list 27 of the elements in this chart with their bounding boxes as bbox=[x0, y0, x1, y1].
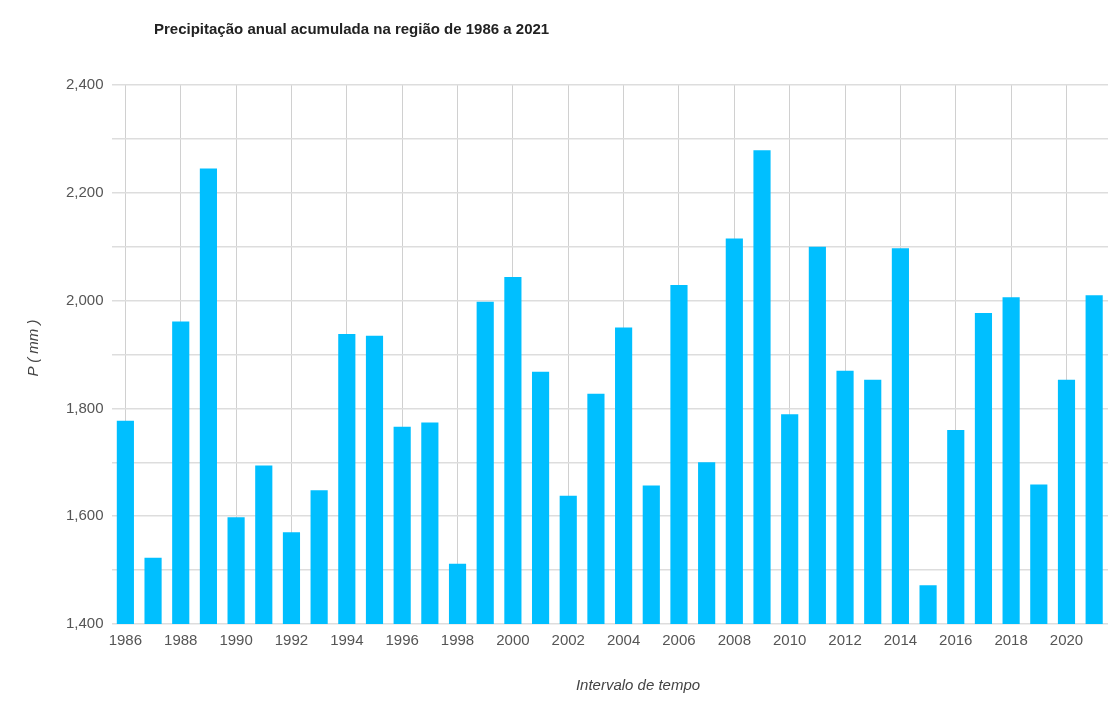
x-tick-label: 2002 bbox=[551, 631, 585, 649]
y-tick-label: 2,000 bbox=[65, 290, 104, 308]
x-tick-label: 2010 bbox=[773, 631, 807, 649]
x-tick-label: 2008 bbox=[717, 631, 752, 649]
y-axis-title: P ( mm ) bbox=[23, 319, 41, 377]
x-tick-label: 1988 bbox=[164, 631, 198, 649]
x-tick-label: 2018 bbox=[994, 631, 1028, 649]
y-tick-label: 1,600 bbox=[65, 506, 104, 524]
x-tick-label: 2006 bbox=[662, 631, 696, 649]
y-tick-label: 2,400 bbox=[65, 75, 104, 93]
x-tick-label: 1994 bbox=[330, 631, 364, 649]
x-tick-label: 1986 bbox=[108, 631, 143, 649]
x-tick-label: 2000 bbox=[496, 631, 530, 649]
x-tick-label: 2016 bbox=[939, 631, 973, 649]
x-axis-title: Intervalo de tempo bbox=[575, 676, 701, 693]
x-tick-label: 1998 bbox=[440, 631, 475, 649]
y-tick-label: 1,400 bbox=[65, 614, 104, 632]
x-tick-label: 1996 bbox=[385, 631, 419, 649]
x-tick-label: 2004 bbox=[606, 631, 641, 649]
x-tick-label: 1990 bbox=[219, 631, 253, 649]
x-tick-label: 2012 bbox=[828, 631, 862, 649]
y-tick-label: 1,800 bbox=[65, 398, 104, 416]
x-tick-label: 2020 bbox=[1049, 631, 1084, 649]
chart-title: Precipitação anual acumulada na região de 1986 a 2021 bbox=[154, 20, 550, 37]
x-tick-label: 2014 bbox=[883, 631, 918, 649]
x-tick-label: 1992 bbox=[274, 631, 309, 649]
y-tick-label: 2,200 bbox=[65, 182, 104, 200]
